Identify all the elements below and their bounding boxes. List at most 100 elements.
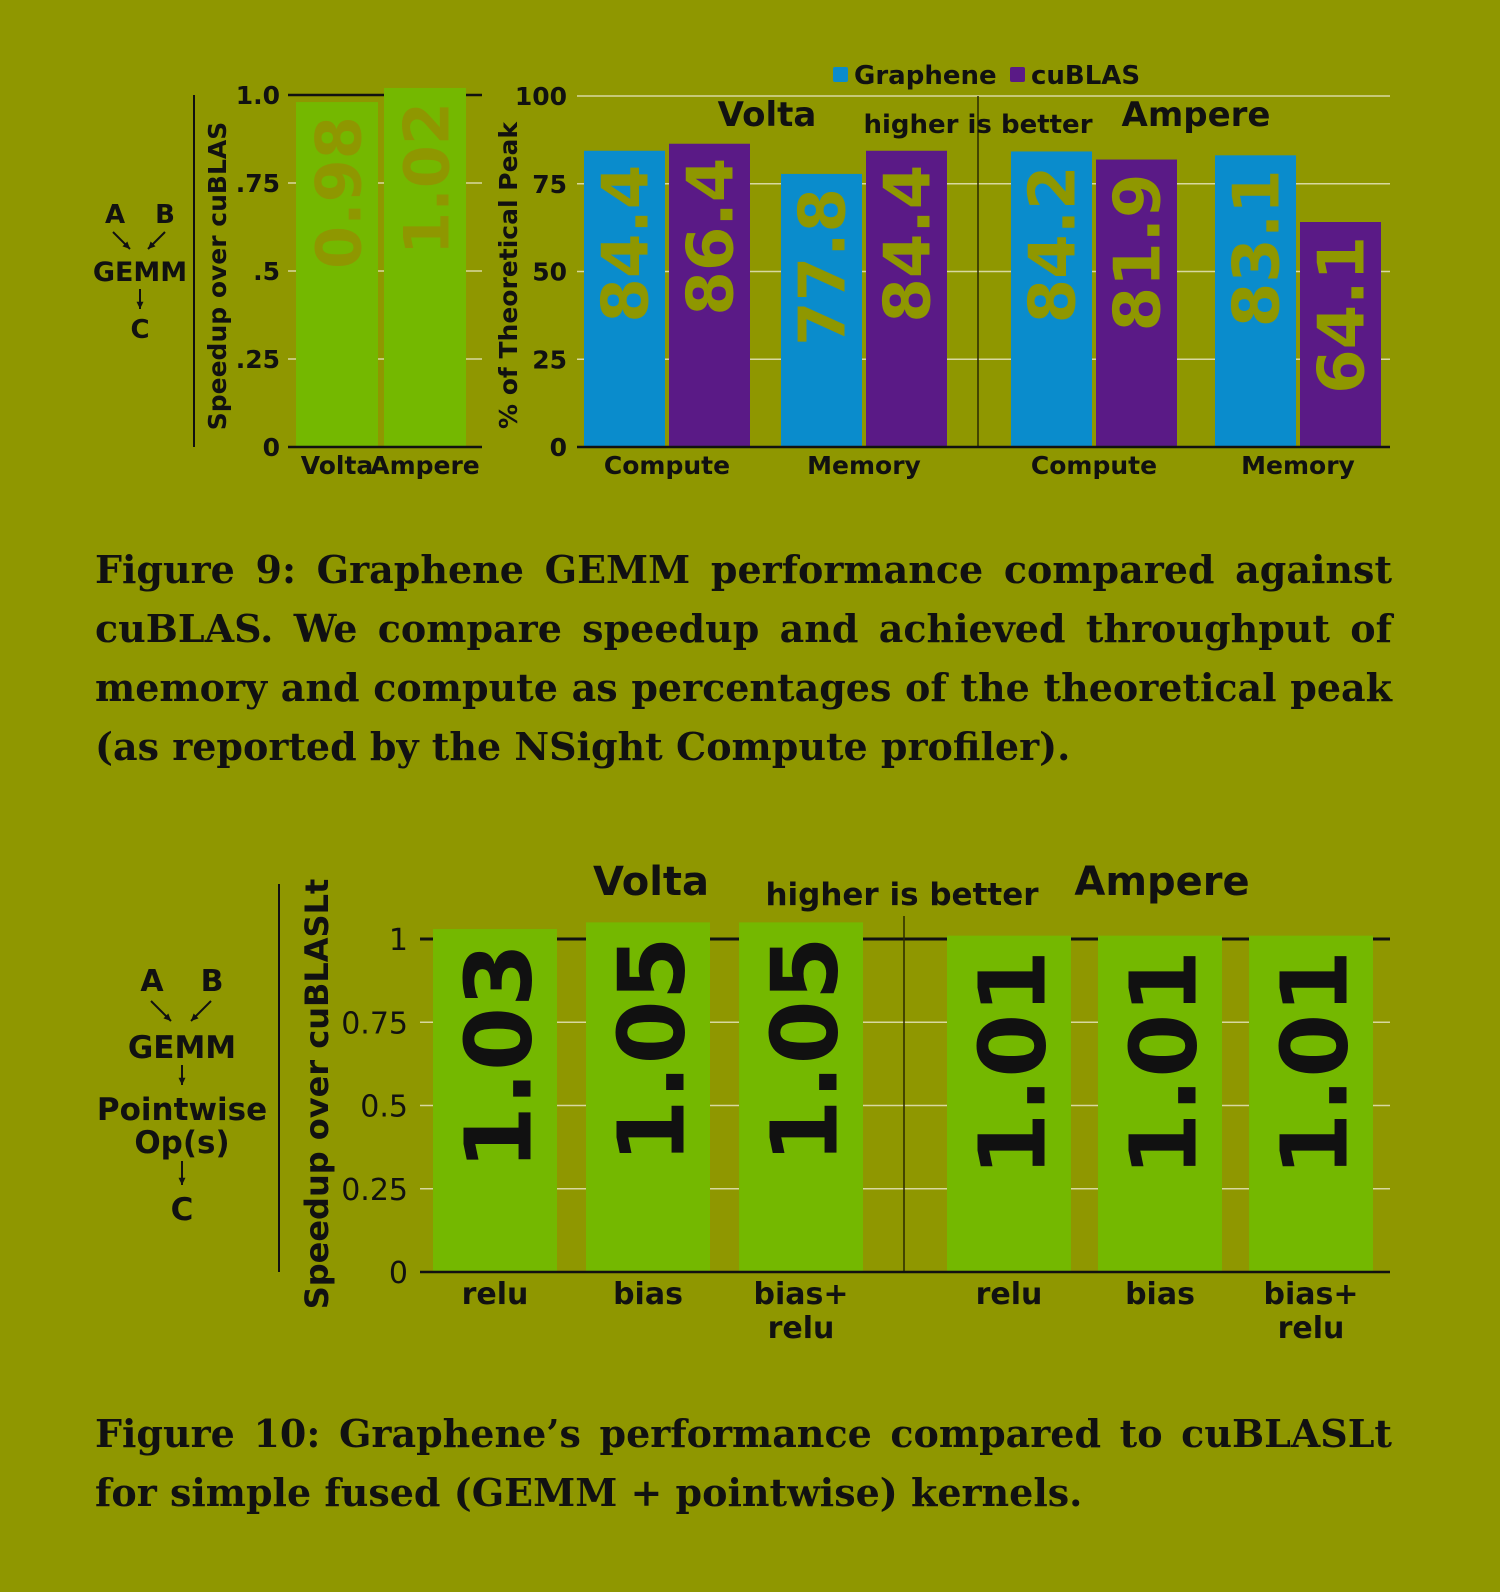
fig10-xtick-label: relu: [1278, 1311, 1345, 1346]
fig9-throughput-ytick-label: 50: [532, 258, 567, 287]
fig9-speedup-bar-value: 1.02: [391, 102, 464, 255]
fig9-throughput-bar-value-group: 77.8: [787, 188, 861, 346]
fig9-throughput-bar-value: 86.4: [675, 158, 749, 316]
fig9-group-label-volta: Volta: [718, 95, 817, 135]
fig10-bar-value-group: 1.05: [752, 936, 859, 1163]
fig9-throughput-bar: [584, 150, 665, 448]
fig9-annotation: higher is better: [863, 110, 1092, 140]
fig10-bar-value: 1.01: [960, 950, 1067, 1177]
fig9-throughput-bar-value-group: 86.4: [675, 158, 749, 316]
fig9-speedup-ytick-label: .75: [236, 169, 280, 198]
diagram-arrow-a-to-gemm-head: [122, 241, 130, 249]
fig9-throughput-bar-value: 84.4: [872, 165, 946, 323]
fig9-throughput-bar: [1011, 151, 1092, 447]
fig9-speedup-ylabel: Speedup over cuBLAS: [203, 122, 232, 431]
diagram-arrow-b-to-gemm-head: [148, 241, 156, 249]
fig9-throughput-bar: [1300, 222, 1381, 447]
fig10-bar-value: 1.05: [599, 936, 706, 1163]
diagram-ops-label: Op(s): [134, 1125, 229, 1161]
fig10-xtick-label: bias+: [754, 1277, 849, 1312]
diagram-matrix-a-label: A: [140, 964, 164, 999]
fig10-bar-value: 1.01: [1111, 950, 1218, 1177]
fig9-throughput-bar: [1096, 159, 1177, 447]
fig9-throughput-ylabel: % of Theoretical Peak: [494, 121, 523, 429]
fig9-throughput-bar-value-group: 84.4: [590, 165, 664, 323]
fig10-ytick-label: 0.5: [360, 1090, 408, 1125]
fig9-throughput-ytick-label: 25: [532, 345, 567, 374]
fig9-throughput-bar: [781, 173, 862, 447]
fig10-group-label-ampere: Ampere: [1074, 859, 1249, 905]
fig9-throughput-bar-value: 84.2: [1017, 165, 1091, 323]
fig9-throughput-ytick-label: 75: [532, 170, 567, 199]
diagram-arrow-gemm-to-c-head: [136, 301, 144, 309]
fig9-throughput-bar-value: 84.4: [590, 165, 664, 323]
fig9-throughput-xtick-label: Memory: [807, 451, 921, 480]
fig9-speedup-bar: [296, 102, 378, 447]
fig9-throughput-bar: [1215, 155, 1296, 447]
fig10-annotation: higher is better: [765, 877, 1039, 913]
fig10-xtick-label: bias: [1125, 1277, 1195, 1312]
diagram-matrix-a-label: A: [105, 200, 125, 230]
diagram-matrix-b-label: B: [201, 964, 224, 999]
diagram-arrow-a-to-gemm-head: [163, 1013, 171, 1021]
fig10-bar-value: 1.05: [752, 936, 859, 1163]
fig9-throughput-ytick-label: 0: [550, 433, 567, 462]
fig9-throughput-bar-value-group: 84.4: [872, 165, 946, 323]
diagram-arrow-gemm-to-pointwise-head: [178, 1077, 186, 1085]
fig9-group-label-ampere: Ampere: [1122, 95, 1271, 135]
fig9-speedup-ytick-label: 1.0: [236, 81, 280, 110]
fig10-ytick-label: 0: [389, 1256, 408, 1291]
fig9-legend-label: cuBLAS: [1031, 61, 1140, 91]
fig9-speedup-bar: [384, 87, 466, 448]
fig9-speedup-xtick-label: Volta: [301, 451, 374, 480]
fig9-throughput-bar-value-group: 83.1: [1221, 169, 1295, 327]
diagram-output-c-label: C: [171, 1192, 194, 1228]
fig9-legend-swatch: [833, 67, 848, 82]
fig9-speedup-ytick-label: .5: [253, 257, 280, 286]
fig9-throughput-bar: [669, 143, 750, 447]
fig10-bar-value-group: 1.01: [1262, 950, 1369, 1177]
fig10-xtick-label: relu: [768, 1311, 835, 1346]
figure-9-caption: Figure 9: Graphene GEMM performance comp…: [95, 547, 1392, 769]
fig10-bar: [586, 922, 710, 1272]
fig9-throughput-bar-value-group: 64.1: [1306, 236, 1380, 394]
fig9-throughput-bar-value: 83.1: [1221, 169, 1295, 327]
fig10-xtick-label: bias: [613, 1277, 683, 1312]
fig9-speedup-bar-value-group: 1.02: [391, 102, 464, 255]
fig9-throughput-xtick-label: Compute: [1031, 451, 1157, 480]
fig9-throughput-bar-value-group: 81.9: [1102, 174, 1176, 332]
fig9-throughput-bar-value: 64.1: [1306, 236, 1380, 394]
fig9-throughput-ytick-label: 100: [515, 82, 567, 111]
fig10-xtick-label: relu: [462, 1277, 529, 1312]
diagram-matrix-b-label: B: [155, 200, 175, 230]
fig10-ylabel: Speedup over cuBLASLt: [298, 879, 336, 1310]
fig9-speedup-bar-value: 0.98: [303, 116, 376, 269]
fig9-throughput-xtick-label: Compute: [604, 451, 730, 480]
diagram-gemm-label: GEMM: [128, 1030, 236, 1066]
fig9-throughput-bar: [866, 150, 947, 448]
fig10-ytick-label: 1: [389, 923, 408, 958]
diagram-arrow-pointwise-to-c-head: [178, 1177, 186, 1185]
fig9-throughput-bar-value-group: 84.2: [1017, 165, 1091, 323]
fig10-bar-value: 1.01: [1262, 950, 1369, 1177]
fig9-throughput-bar-value: 81.9: [1102, 174, 1176, 332]
fig10-bar: [1249, 935, 1373, 1272]
fig9-throughput-xtick-label: Memory: [1241, 451, 1355, 480]
fig10-bar-value-group: 1.03: [446, 943, 553, 1170]
diagram-pointwise-label: Pointwise: [97, 1092, 267, 1128]
diagram-arrow-b-to-gemm-head: [191, 1013, 199, 1021]
fig9-speedup-ytick-label: 0: [263, 433, 280, 462]
fig10-group-label-volta: Volta: [593, 859, 709, 905]
fig9-throughput-bar-value: 77.8: [787, 188, 861, 346]
diagram-output-c-label: C: [130, 315, 149, 345]
fig10-ytick-label: 0.25: [341, 1173, 408, 1208]
fig10-bar: [947, 935, 1071, 1272]
fig9-legend-swatch: [1010, 67, 1025, 82]
fig9-legend-label: Graphene: [854, 61, 997, 91]
fig10-bar: [1098, 935, 1222, 1272]
fig10-xtick-label: relu: [976, 1277, 1043, 1312]
fig10-bar: [433, 929, 557, 1272]
fig10-bar-value-group: 1.01: [960, 950, 1067, 1177]
